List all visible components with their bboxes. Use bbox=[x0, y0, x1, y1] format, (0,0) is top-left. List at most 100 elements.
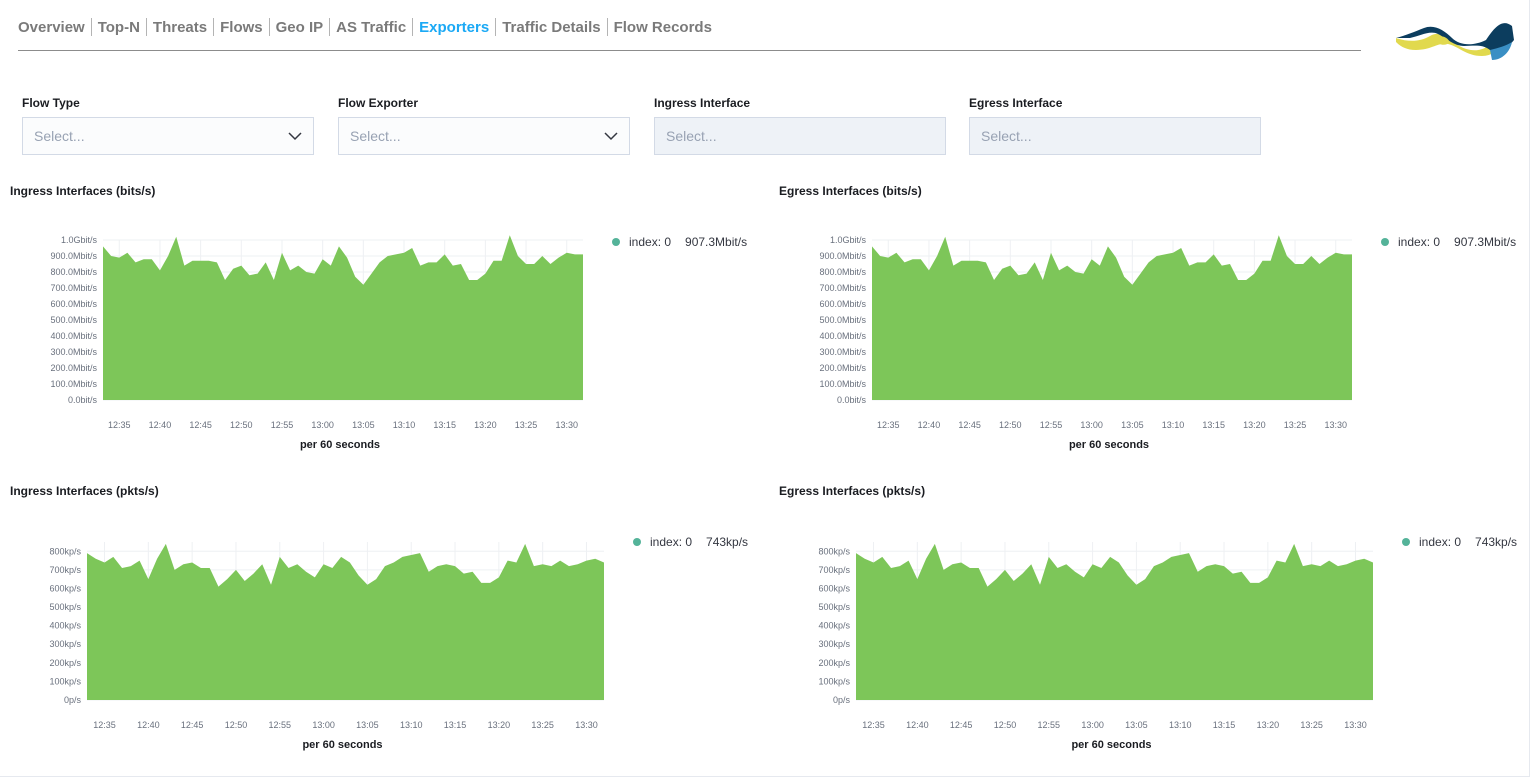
y-tick-label: 1.0Gbit/s bbox=[830, 235, 867, 245]
x-tick-label: 13:05 bbox=[356, 720, 379, 730]
legend-series-name: index: 0 bbox=[1419, 535, 1462, 549]
nav-separator bbox=[495, 18, 497, 36]
ingress-interface-select[interactable]: Select... bbox=[654, 117, 946, 155]
legend-series-name: index: 0 bbox=[1398, 235, 1441, 249]
series-area-index-0[interactable] bbox=[103, 235, 583, 400]
tab-geo-ip[interactable]: Geo IP bbox=[275, 18, 324, 36]
series-area-index-0[interactable] bbox=[87, 543, 604, 700]
x-tick-label: 13:25 bbox=[1284, 420, 1307, 430]
x-tick-label: 12:50 bbox=[225, 720, 248, 730]
y-tick-label: 600kp/s bbox=[818, 583, 850, 593]
filter-label: Ingress Interface bbox=[654, 96, 751, 110]
x-tick-label: 13:15 bbox=[444, 720, 467, 730]
tab-flow-records[interactable]: Flow Records bbox=[613, 18, 712, 36]
y-tick-label: 500kp/s bbox=[818, 602, 850, 612]
ingress-bits-chart: 0.0bit/s 100.0Mbit/s 200.0Mbit/s 300.0Mbit/… bbox=[50, 235, 583, 451]
y-tick-label: 400.0Mbit/s bbox=[50, 331, 97, 341]
x-tick-label: 12:40 bbox=[137, 720, 160, 730]
y-tick-label: 0.0bit/s bbox=[837, 395, 867, 405]
x-tick-label: 12:35 bbox=[877, 420, 900, 430]
egress-bits-chart: 0.0bit/s 100.0Mbit/s 200.0Mbit/s 300.0Mbit/… bbox=[819, 235, 1352, 451]
y-tick-label: 700.0Mbit/s bbox=[819, 283, 866, 293]
nav-divider bbox=[18, 50, 1361, 51]
flow-exporter-select[interactable]: Select... bbox=[338, 117, 630, 155]
y-tick-label: 900.0Mbit/s bbox=[50, 251, 97, 261]
y-tick-label: 800kp/s bbox=[818, 546, 850, 556]
nav-separator bbox=[90, 18, 92, 36]
nav-separator bbox=[329, 18, 331, 36]
series-dot-icon bbox=[1381, 238, 1389, 246]
x-tick-label: 12:40 bbox=[918, 420, 941, 430]
x-tick-label: 13:00 bbox=[311, 420, 334, 430]
x-tick-label: 12:55 bbox=[271, 420, 294, 430]
tab-exporters[interactable]: Exporters bbox=[419, 18, 490, 36]
x-tick-label: 12:45 bbox=[950, 720, 973, 730]
legend-series-value: 743kp/s bbox=[1475, 535, 1518, 549]
x-axis-label: per 60 seconds bbox=[1071, 739, 1151, 751]
x-tick-label: 12:50 bbox=[994, 720, 1017, 730]
select-placeholder: Select... bbox=[666, 128, 717, 144]
tab-threats[interactable]: Threats bbox=[152, 18, 208, 36]
tab-top-n[interactable]: Top-N bbox=[97, 18, 140, 36]
nav-separator bbox=[412, 18, 414, 36]
x-tick-label: 12:45 bbox=[958, 420, 981, 430]
chart-title-ingress-pkts: Ingress Interfaces (pkts/s) bbox=[10, 484, 159, 498]
filter-label: Flow Type bbox=[22, 96, 80, 110]
series-area-index-0[interactable] bbox=[872, 235, 1352, 400]
chart-title-ingress-bits: Ingress Interfaces (bits/s) bbox=[10, 184, 156, 198]
x-tick-label: 12:35 bbox=[108, 420, 131, 430]
y-tick-label: 800.0Mbit/s bbox=[50, 267, 97, 277]
legend-series-value: 907.3Mbit/s bbox=[685, 235, 748, 249]
chevron-down-icon bbox=[604, 132, 618, 141]
x-tick-label: 12:50 bbox=[999, 420, 1022, 430]
tab-as-traffic[interactable]: AS Traffic bbox=[336, 18, 407, 36]
x-tick-label: 12:45 bbox=[189, 420, 212, 430]
flow-type-select[interactable]: Select... bbox=[22, 117, 314, 155]
y-tick-label: 400kp/s bbox=[49, 621, 81, 631]
nav-separator bbox=[268, 18, 270, 36]
x-tick-label: 12:35 bbox=[862, 720, 885, 730]
x-tick-label: 13:10 bbox=[1169, 720, 1192, 730]
x-tick-label: 13:10 bbox=[400, 720, 423, 730]
x-axis-label: per 60 seconds bbox=[300, 439, 380, 451]
legend-series-name: index: 0 bbox=[650, 535, 693, 549]
y-tick-label: 300.0Mbit/s bbox=[819, 347, 866, 357]
y-tick-label: 200.0Mbit/s bbox=[819, 363, 866, 373]
chart-title-egress-pkts: Egress Interfaces (pkts/s) bbox=[779, 484, 926, 498]
legend-series-name: index: 0 bbox=[629, 235, 672, 249]
series-dot-icon bbox=[1402, 538, 1410, 546]
series-dot-icon bbox=[633, 538, 641, 546]
x-tick-label: 12:40 bbox=[149, 420, 172, 430]
x-tick-label: 12:40 bbox=[906, 720, 929, 730]
filter-flow-type: Flow Type Select... bbox=[22, 96, 314, 155]
x-tick-label: 13:20 bbox=[1243, 420, 1266, 430]
x-tick-label: 12:55 bbox=[1040, 420, 1063, 430]
tab-overview[interactable]: Overview bbox=[18, 18, 85, 36]
x-tick-label: 12:50 bbox=[230, 420, 253, 430]
y-tick-label: 500.0Mbit/s bbox=[819, 315, 866, 325]
tab-traffic-details[interactable]: Traffic Details bbox=[502, 18, 601, 36]
y-tick-label: 0p/s bbox=[833, 695, 851, 705]
chevron-down-icon bbox=[288, 132, 302, 141]
x-tick-label: 13:30 bbox=[1324, 420, 1347, 430]
y-tick-label: 100.0Mbit/s bbox=[50, 379, 97, 389]
egress-interface-select[interactable]: Select... bbox=[969, 117, 1261, 155]
x-tick-label: 12:55 bbox=[269, 720, 292, 730]
x-tick-label: 13:10 bbox=[1162, 420, 1185, 430]
legend-ingress-bits[interactable]: index: 0 907.3Mbit/s bbox=[612, 235, 747, 249]
legend-egress-bits[interactable]: index: 0 907.3Mbit/s bbox=[1381, 235, 1516, 249]
legend-ingress-pkts[interactable]: index: 0 743kp/s bbox=[633, 535, 748, 549]
egress-pkts-chart: 0p/s 100kp/s 200kp/s 300kp/s 400kp/s 500kp/s 6… bbox=[818, 542, 1373, 751]
y-tick-label: 200kp/s bbox=[49, 658, 81, 668]
series-area-index-0[interactable] bbox=[856, 543, 1373, 700]
x-tick-label: 13:30 bbox=[1344, 720, 1367, 730]
select-placeholder: Select... bbox=[981, 128, 1032, 144]
y-tick-label: 700kp/s bbox=[818, 565, 850, 575]
chart-title-egress-bits: Egress Interfaces (bits/s) bbox=[779, 184, 922, 198]
y-tick-label: 800kp/s bbox=[49, 546, 81, 556]
y-tick-label: 200.0Mbit/s bbox=[50, 363, 97, 373]
legend-egress-pkts[interactable]: index: 0 743kp/s bbox=[1402, 535, 1517, 549]
x-tick-label: 13:05 bbox=[1125, 720, 1148, 730]
tab-flows[interactable]: Flows bbox=[220, 18, 263, 36]
nav-separator bbox=[213, 18, 215, 36]
